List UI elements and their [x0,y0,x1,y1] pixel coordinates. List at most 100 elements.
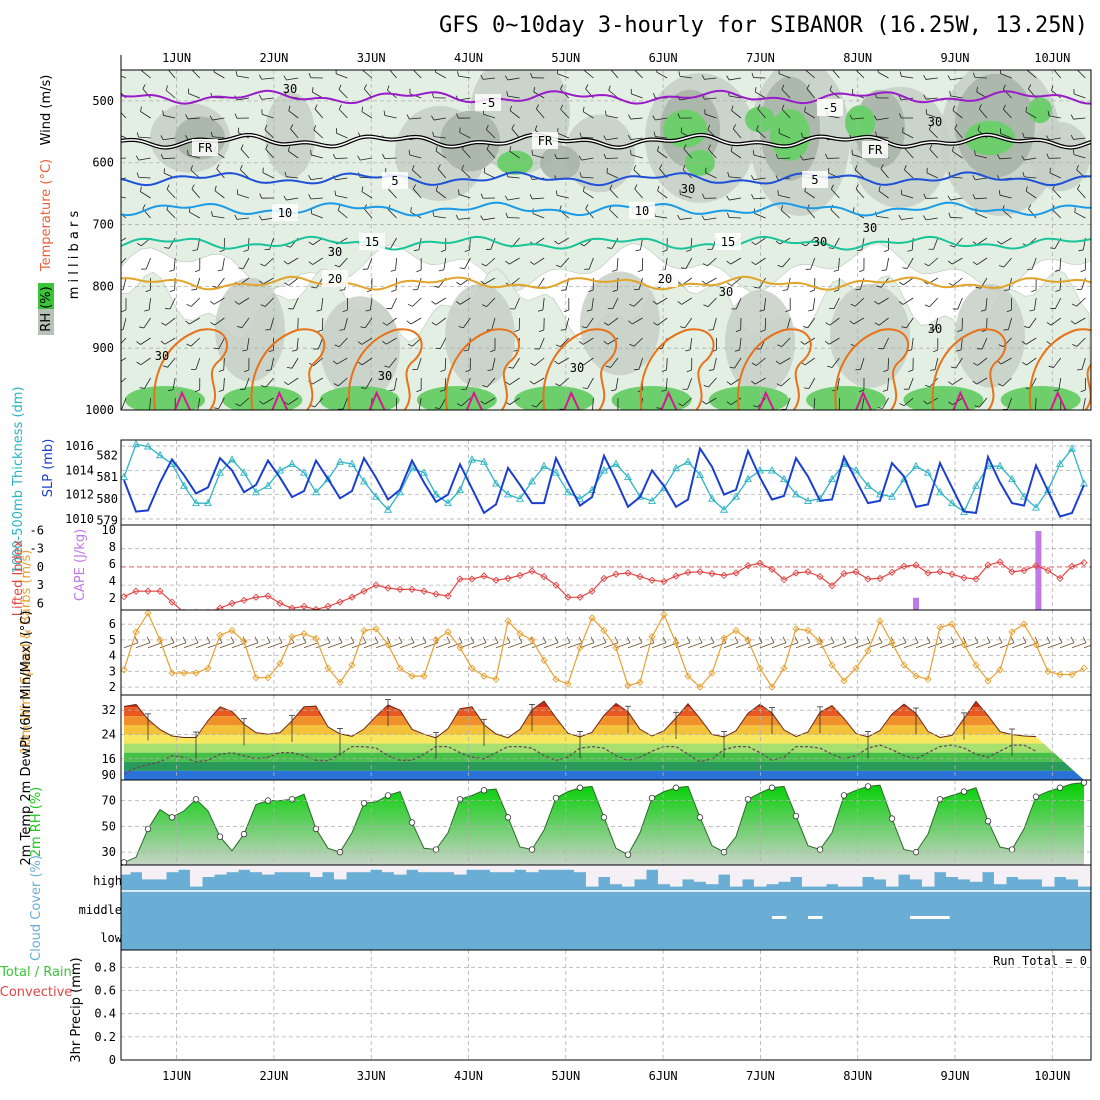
wind-barb [855,188,865,199]
wind-barb-10m-flag [626,636,631,643]
slp-panel-frame [120,439,1092,526]
wind-barb [952,377,963,385]
lifted-index-point [360,587,368,595]
wind-barb-flag [579,172,582,178]
wind-barb-flag [686,369,692,373]
wind-tick: 4 [109,649,116,663]
wind-speed-point [1068,670,1076,679]
wind-barb-flag [435,185,438,191]
thickness-point [204,498,212,507]
rh2m-point [288,796,296,803]
wind-barb-10m-flag [590,636,595,643]
wind-barb-flag [752,150,755,156]
bottom-day-label: 8JUN [843,1069,872,1083]
wind-barb-10m [975,642,991,649]
wind-barb-10m-flag [710,636,715,643]
wind-barb-10m [807,642,823,649]
wind-barb-flag [161,322,166,326]
wind-barb-flag [235,71,238,77]
wind-barb [413,188,422,199]
wind-barb-flag [1028,84,1032,90]
wind-barb [952,110,963,119]
wind-barb-10m [303,642,319,649]
wind-barb [310,197,323,200]
wind-speed-point [636,678,644,687]
wind-barb-flag [680,127,683,133]
wind-barb [763,297,766,310]
wind-barb-flag [406,114,410,120]
thickness-point [792,490,800,498]
wind-barb [638,357,643,370]
wind-barb-10m [759,642,775,649]
wind-barb [218,397,225,409]
pressure-axis-title: m i l l i b a r s [67,211,82,300]
wind-barb-flag [239,164,243,170]
rh2m-point [768,784,776,791]
wind-speed-point [864,647,872,655]
wind-speed-point [696,683,704,691]
wind-barb-10m [1071,642,1087,649]
high-cloud-gap [909,865,923,880]
wind-barb-flag [194,269,200,273]
wind-barb-flag [391,289,397,292]
wind-barb [583,191,594,199]
wind-barb-10m-flag [482,636,487,643]
wind-barb [704,97,717,100]
lifted-index-point [660,577,668,586]
wind-barb-10m [555,642,571,649]
high-cloud-gap [285,865,299,873]
wind-barb [1076,70,1086,79]
high-cloud-gap [225,865,239,873]
wind-barb-flag [948,401,953,406]
wind-barb [121,135,127,139]
isotherm-label: 20 [658,272,672,286]
wind-barb-flag [308,72,312,78]
wind-barb-flag [923,215,927,221]
cape-tick: 8 [109,540,116,554]
lifted-index-point [492,576,500,584]
thickness-point [372,492,380,500]
wind-barb-10m-flag [854,636,859,643]
isotherm-freezing-inner [121,134,1091,149]
wind-barb [336,73,348,79]
rh-shade-dark [540,145,580,181]
rh-legend-label: RH (%) [39,286,54,331]
wind-barb-flag [1055,289,1061,292]
wind-speed-point [660,611,668,619]
wind-speed-point [1044,667,1052,676]
wind-barb-10m [279,642,295,649]
wind-barb-flag [776,383,782,387]
wind-barb [685,257,693,269]
wind-barb-flag [1055,269,1061,272]
wind-barb [261,77,274,80]
wind-barb-flag [998,265,1004,268]
wind-barb [512,357,520,369]
wind-barb [807,317,816,329]
thickness-point [408,463,416,472]
wind-barb [838,257,840,270]
wind-barb-flag [972,194,976,199]
wind-barb [214,190,225,199]
wind-barb-flag [726,195,730,201]
rh2m-point [672,784,680,791]
thickness-point [360,476,368,485]
wind-barb-flag [800,155,804,161]
pressure-tick-label: 500 [92,94,114,108]
wind-barb [583,357,594,366]
high-cloud-gap [177,865,191,870]
wind-barb [657,190,668,199]
wind-barb-10m [771,642,787,649]
wind-barb-flag [314,104,318,110]
wind-barb [1074,317,1086,325]
wind-barb [141,70,151,79]
wind-barb-flag [440,249,446,253]
rh2m-point [480,787,488,794]
wind-barb [707,257,717,267]
wind-barb [1074,212,1086,219]
wind-barb-10m-flag [986,636,991,643]
temp-band [124,701,1084,708]
wind-barb [581,176,594,179]
wind-barb [190,337,201,347]
wind-barb-flag [160,340,166,345]
lifted-index-point [444,592,452,600]
